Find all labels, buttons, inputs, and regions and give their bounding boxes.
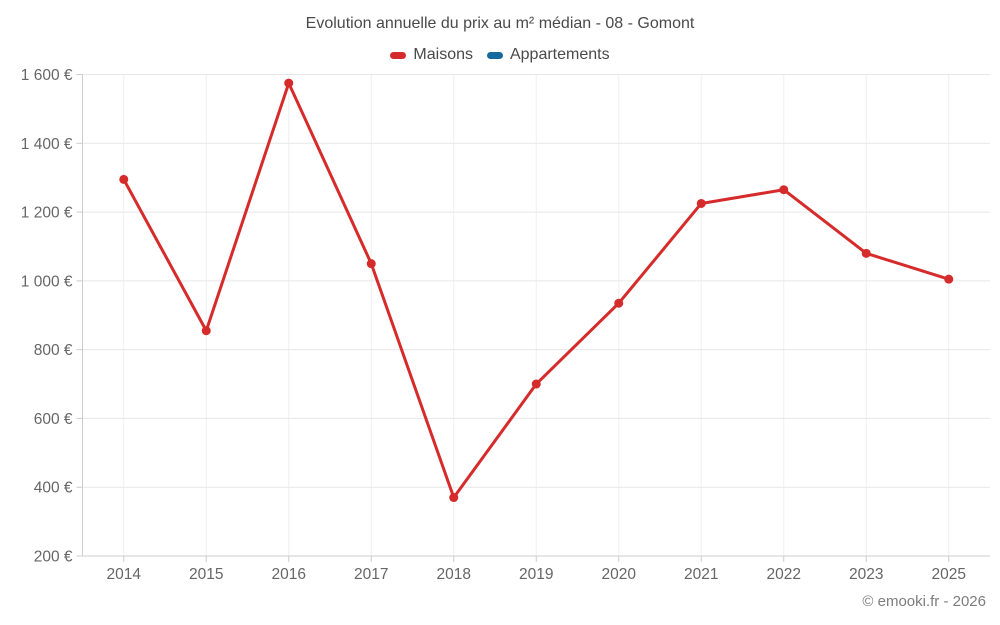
x-axis-label: 2014 xyxy=(107,566,142,583)
y-axis-label: 600 € xyxy=(34,411,73,428)
data-point-maisons-2022[interactable] xyxy=(779,185,789,195)
y-axis-label: 1 200 € xyxy=(21,205,73,222)
y-axis-label: 400 € xyxy=(34,480,73,497)
x-axis-label: 2021 xyxy=(684,566,718,583)
x-axis-label: 2018 xyxy=(437,566,471,583)
y-axis-label: 800 € xyxy=(34,342,73,359)
data-point-maisons-2023[interactable] xyxy=(861,248,871,258)
data-point-maisons-2021[interactable] xyxy=(696,198,706,208)
data-point-maisons-2020[interactable] xyxy=(614,298,624,308)
legend-label: Appartements xyxy=(509,46,610,63)
data-point-maisons-2018[interactable] xyxy=(449,493,459,503)
data-point-maisons-2014[interactable] xyxy=(119,174,129,184)
x-axis-label: 2015 xyxy=(189,566,223,583)
legend-label: Maisons xyxy=(413,46,473,63)
legend-item-maisons[interactable]: Maisons xyxy=(390,46,473,64)
y-axis-label: 1 600 € xyxy=(21,67,73,84)
x-axis-label: 2019 xyxy=(519,566,553,583)
y-axis-label: 200 € xyxy=(34,549,73,566)
x-axis-label: 2020 xyxy=(602,566,637,583)
x-axis-label: 2017 xyxy=(354,566,388,583)
data-point-maisons-2025[interactable] xyxy=(944,274,954,284)
chart-title: Evolution annuelle du prix au m² médian … xyxy=(305,15,695,32)
x-axis-label: 2023 xyxy=(849,566,883,583)
x-axis-label: 2025 xyxy=(932,566,966,583)
data-point-maisons-2016[interactable] xyxy=(284,78,294,88)
legend-item-appartements[interactable]: Appartements xyxy=(486,46,610,64)
legend-swatch-icon xyxy=(486,51,503,59)
data-point-maisons-2017[interactable] xyxy=(366,259,376,269)
data-point-maisons-2019[interactable] xyxy=(531,379,541,389)
x-axis-label: 2022 xyxy=(767,566,801,583)
legend-swatch-icon xyxy=(390,51,407,59)
legend: Maisons Appartements xyxy=(0,45,1000,65)
x-axis-label: 2016 xyxy=(272,566,306,583)
data-point-maisons-2015[interactable] xyxy=(201,326,211,336)
copyright-text: © emooki.fr - 2026 xyxy=(862,593,986,610)
y-axis-label: 1 000 € xyxy=(21,273,73,290)
y-axis-label: 1 400 € xyxy=(21,136,73,153)
